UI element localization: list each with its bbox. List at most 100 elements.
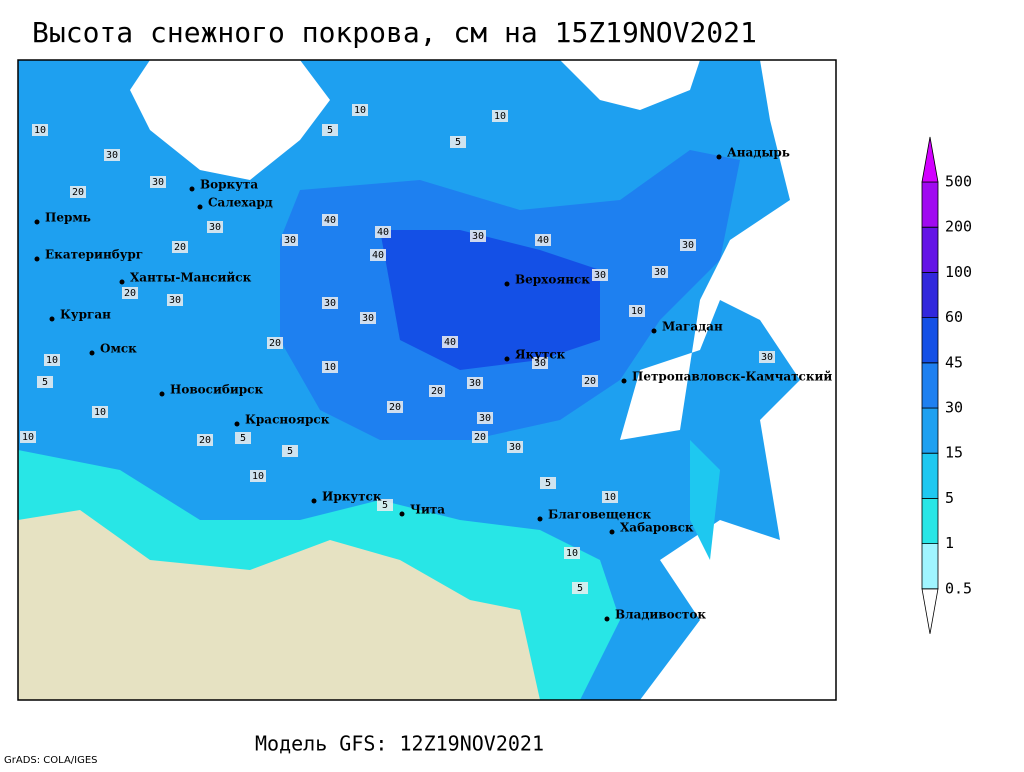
contour-label-box <box>267 337 283 349</box>
city-dot <box>197 204 203 210</box>
contour-label: 30 <box>761 352 773 363</box>
colorbar-label: 5 <box>945 489 954 507</box>
contour-label-box <box>467 377 483 389</box>
contour-label: 5 <box>577 583 583 594</box>
city-dot <box>621 378 627 384</box>
contour-label-box <box>352 104 368 116</box>
contour-label: 5 <box>327 125 333 136</box>
colorbar-label: 0.5 <box>945 579 972 597</box>
contour-label: 30 <box>209 222 221 233</box>
city-label: Салехард <box>208 196 273 210</box>
contour-label-box <box>172 241 188 253</box>
colorbar-segment <box>921 452 939 499</box>
city-label: Якутск <box>515 348 566 362</box>
contour-label: 30 <box>469 378 481 389</box>
credit: GrADS: COLA/IGES <box>4 755 98 766</box>
contour-label-box <box>602 491 618 503</box>
cities: Воркута Салехард Пермь Екатеринбург Ханты-Ма… <box>34 146 832 622</box>
contour-label: 30 <box>472 231 484 242</box>
contour-label-box <box>322 124 338 136</box>
contour-label: 30 <box>284 235 296 246</box>
contour-label-box <box>472 431 488 443</box>
contour-label-box <box>375 226 391 238</box>
contour-label-box <box>582 375 598 387</box>
contour-label-box <box>492 110 508 122</box>
contour-label: 10 <box>566 548 578 559</box>
contour-label: 30 <box>324 298 336 309</box>
contour-label: 10 <box>354 105 366 116</box>
colorbar-segment <box>921 543 939 590</box>
contour-label: 10 <box>22 432 34 443</box>
city-dot <box>651 328 657 334</box>
city-dot <box>189 186 195 192</box>
colorbar-segment <box>921 588 939 634</box>
contour-label: 20 <box>431 386 443 397</box>
contour-label-box <box>150 176 166 188</box>
contour-label-box <box>442 336 458 348</box>
contour-label: 10 <box>494 111 506 122</box>
contour-label: 30 <box>654 267 666 278</box>
city-dot <box>119 279 125 285</box>
city-label: Курган <box>60 308 111 322</box>
contour-label-box <box>322 214 338 226</box>
city-label: Ханты-Мансийск <box>130 271 252 285</box>
colorbar-label: 30 <box>945 399 963 417</box>
colorbar-segment <box>921 271 939 319</box>
colorbar-segment <box>921 226 939 273</box>
contour-label: 20 <box>269 338 281 349</box>
colorbar-label: 500 <box>945 173 972 191</box>
contour-label-box <box>540 477 556 489</box>
contour-label: 20 <box>474 432 486 443</box>
colorbar-label: 1 <box>945 534 954 552</box>
contour-label: 10 <box>324 362 336 373</box>
contour-label: 10 <box>94 407 106 418</box>
colorbar-segment <box>921 497 939 544</box>
city-dot <box>399 511 405 517</box>
city-dot <box>49 316 55 322</box>
contour-label-box <box>629 305 645 317</box>
sea-north <box>560 60 700 110</box>
contour-label-box <box>20 431 36 443</box>
colorbar-segment <box>921 136 939 183</box>
contour-label-box <box>92 406 108 418</box>
contour-label-box <box>70 186 86 198</box>
map-frame <box>17 59 837 701</box>
contour-label-box <box>322 361 338 373</box>
zone-bare <box>18 510 540 700</box>
city-label: Екатеринбург <box>45 248 143 262</box>
city-dot <box>34 219 40 225</box>
contour-label: 40 <box>377 227 389 238</box>
contour-label-box <box>360 312 376 324</box>
contour-label-box <box>507 441 523 453</box>
contour-label: 30 <box>106 150 118 161</box>
contour-label-box <box>207 221 223 233</box>
contour-label-box <box>652 266 668 278</box>
contour-label: 5 <box>42 377 48 388</box>
contour-label-box <box>535 234 551 246</box>
city-label: Воркута <box>200 178 258 192</box>
city-dot <box>34 256 40 262</box>
contour-label-box <box>250 470 266 482</box>
city-label: Владивосток <box>615 608 706 622</box>
contour-label-box <box>564 547 580 559</box>
city-label: Анадырь <box>727 146 790 160</box>
contour-label: 10 <box>252 471 264 482</box>
footer: Модель GFS: 12Z19NOV2021 <box>255 732 544 756</box>
contour-label-box <box>32 124 48 136</box>
contour-label-box <box>167 294 183 306</box>
city-label: Хабаровск <box>620 521 694 535</box>
city-label: Благовещенск <box>548 508 652 522</box>
contour-label-box <box>477 412 493 424</box>
contour-label-box <box>377 499 393 511</box>
contour-label-box <box>122 287 138 299</box>
contour-label-box <box>572 582 588 594</box>
colorbar-label: 60 <box>945 308 963 326</box>
city-dot <box>537 516 543 522</box>
contour-label: 5 <box>382 500 388 511</box>
city-label: Омск <box>100 342 137 356</box>
contour-label-box <box>592 269 608 281</box>
city-label: Иркутск <box>322 490 382 504</box>
contour-label: 10 <box>34 125 46 136</box>
contour-label: 20 <box>199 435 211 446</box>
